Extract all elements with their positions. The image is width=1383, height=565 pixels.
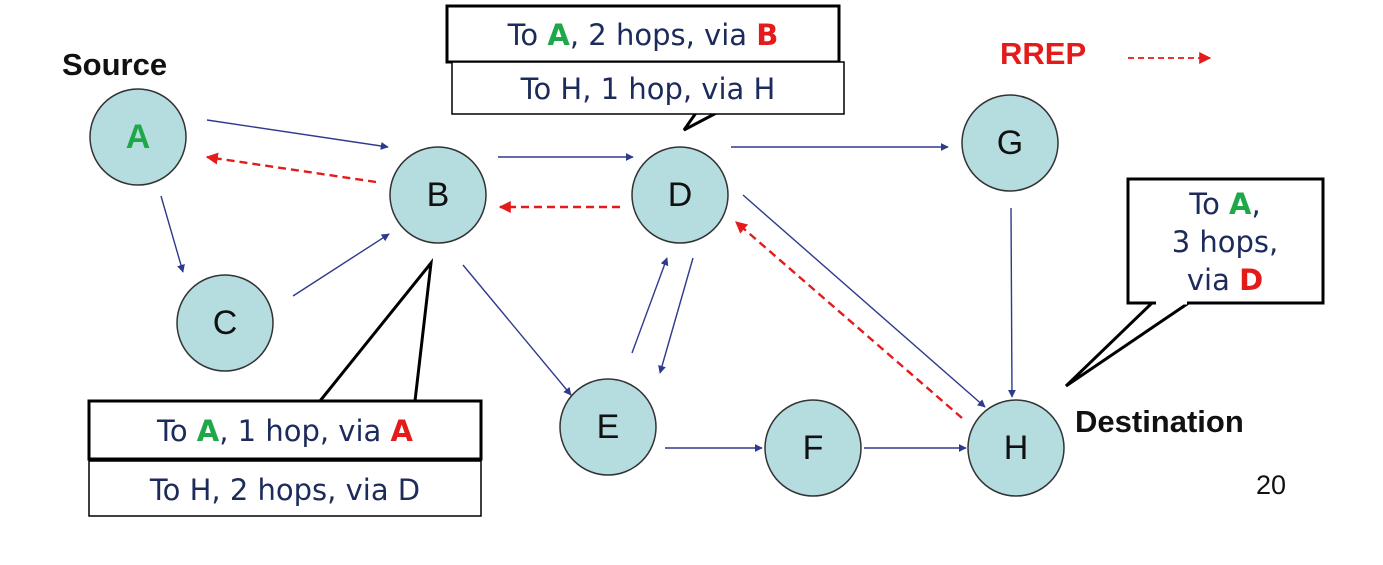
node-b: B bbox=[389, 146, 487, 244]
callout-h-line2: 3 hops, bbox=[1172, 225, 1279, 259]
callout-h-line1: To A, bbox=[1188, 187, 1260, 221]
node-d: D bbox=[631, 146, 729, 244]
callout-b-bottom-box bbox=[88, 460, 482, 517]
callout-d-bottom-text: To H, 1 hop, via H bbox=[520, 72, 776, 106]
node-c-label: C bbox=[213, 304, 238, 342]
rrep-b-a bbox=[205, 152, 377, 184]
node-d-label: D bbox=[668, 176, 693, 214]
rrep-arrows bbox=[205, 152, 963, 419]
node-c: C bbox=[176, 274, 274, 372]
source-label: Source bbox=[62, 47, 167, 82]
destination-label: Destination bbox=[1075, 404, 1244, 439]
callout-h-pointer bbox=[1064, 300, 1195, 388]
legend: RREP bbox=[1000, 36, 1212, 71]
arrow-a-c bbox=[160, 195, 185, 273]
node-b-label: B bbox=[427, 176, 450, 214]
legend-rrep-label: RREP bbox=[1000, 36, 1086, 71]
callout-h-line3: via D bbox=[1187, 263, 1263, 297]
rreq-arrows bbox=[160, 119, 1016, 452]
node-a: A bbox=[89, 88, 187, 186]
page-number: 20 bbox=[1256, 470, 1286, 500]
arrow-e-d bbox=[631, 257, 669, 354]
callout-d-top-text: To A, 2 hops, via B bbox=[507, 18, 779, 52]
node-f-label: F bbox=[803, 429, 824, 467]
node-h: H bbox=[967, 399, 1065, 497]
callout-b: To A, 1 hop, via A To H, 2 hops, via D bbox=[87, 258, 483, 517]
callout-b-top-text: To A, 1 hop, via A bbox=[156, 414, 413, 448]
callout-h-box bbox=[1126, 177, 1325, 305]
arrow-d-e bbox=[658, 257, 694, 374]
arrow-b-e bbox=[462, 264, 572, 396]
callout-b-bottom-text: To H, 2 hops, via D bbox=[149, 473, 420, 507]
node-e: E bbox=[559, 378, 657, 476]
callout-d-bottom-box bbox=[451, 61, 845, 115]
arrow-c-b bbox=[292, 233, 390, 297]
arrow-a-b bbox=[206, 119, 389, 150]
arrow-g-h bbox=[1007, 207, 1016, 398]
node-h-label: H bbox=[1004, 429, 1029, 467]
node-f: F bbox=[764, 399, 862, 497]
arrow-d-h bbox=[742, 194, 986, 408]
rrep-h-d bbox=[735, 221, 963, 419]
node-g-label: G bbox=[997, 124, 1023, 162]
callout-b-pointer bbox=[316, 258, 434, 403]
callout-d: To A, 2 hops, via B To H, 1 hop, via H bbox=[445, 4, 845, 132]
callout-h: To A, 3 hops, via D bbox=[1064, 177, 1325, 388]
node-a-label: A bbox=[126, 118, 151, 156]
node-e-label: E bbox=[597, 408, 620, 446]
callout-b-top-box bbox=[87, 399, 483, 461]
node-g: G bbox=[961, 94, 1059, 192]
